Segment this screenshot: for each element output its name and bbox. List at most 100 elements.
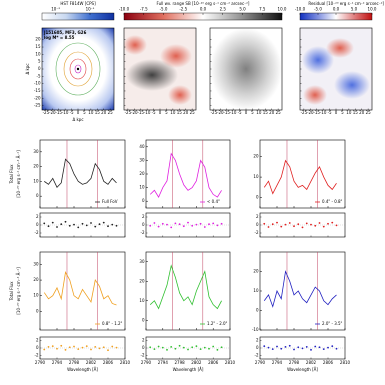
x-tick-label: -5 <box>152 110 156 115</box>
x-tick-label: 20 <box>359 110 365 115</box>
residual-y-tick-label: -2 <box>141 352 145 357</box>
residual-point <box>60 223 63 226</box>
residual-point <box>170 346 173 348</box>
y-tick-label: 15 <box>35 44 41 49</box>
residual-point <box>203 226 206 228</box>
x-tick-label: -10 <box>144 110 151 115</box>
residual-point <box>73 345 75 348</box>
colorbar-tick-label: 10⁻² <box>51 7 60 12</box>
residual-point <box>68 346 71 349</box>
y-tick-label: 10 <box>33 178 39 183</box>
y-tick-label: 40 <box>139 144 145 149</box>
y-tick-label: 10 <box>253 174 259 179</box>
y-axis-label: Total Flux <box>9 281 14 302</box>
residual-y-tick-label: 2 <box>36 338 39 343</box>
x-axis-label: Wavelength [Å] <box>67 367 98 372</box>
residual-point <box>322 225 325 228</box>
residual-point <box>43 348 46 351</box>
residual-point <box>111 223 114 226</box>
residual-point <box>149 224 152 227</box>
residual-point <box>187 348 189 351</box>
x-tick-label: -15 <box>55 110 62 115</box>
x-tick-label: 20 <box>269 110 275 115</box>
x-tick-label: 0 <box>77 110 80 115</box>
residual-point <box>47 225 50 228</box>
residual-point <box>195 223 198 226</box>
residual-point <box>64 348 67 351</box>
residual-point <box>284 346 287 348</box>
residual-point <box>178 344 181 347</box>
residual-point <box>288 222 291 224</box>
x-tick-label: 15 <box>95 110 101 115</box>
colorbar-tick-label: -5.0 <box>160 7 168 12</box>
residual-point <box>170 226 173 229</box>
x-tick-label: 25 <box>366 110 372 115</box>
x-tick-label: -25 <box>211 110 218 115</box>
residual-point <box>314 224 317 227</box>
residual-point <box>318 222 321 224</box>
y-tick-label: 0 <box>142 317 145 322</box>
colorbar-tick-label: -10.0 <box>119 7 130 12</box>
residual-point <box>327 222 329 225</box>
residual-point <box>115 346 118 349</box>
residual-point <box>267 226 270 228</box>
residual-point <box>90 348 92 351</box>
y-axis-label: Δ kpc <box>25 63 30 74</box>
x-tick-label: 10 <box>170 110 176 115</box>
x-tick-label: 2802 <box>191 360 202 365</box>
residual-point <box>203 346 206 349</box>
y-tick-label: 20 <box>139 278 145 283</box>
colorbar-tick-label: 10⁻¹ <box>86 7 95 12</box>
x-tick-label: -20 <box>49 110 56 115</box>
annotation: log M* = 8.55 <box>44 35 75 40</box>
residual-point <box>208 223 210 226</box>
x-tick-label: -25 <box>43 110 50 115</box>
x-tick-label: 2790 <box>141 360 152 365</box>
residual-point <box>335 347 338 350</box>
image-residual <box>300 28 372 110</box>
residual-point <box>153 222 156 224</box>
spectrum <box>263 159 337 195</box>
x-tick-label: 20 <box>183 110 189 115</box>
residual-point <box>56 226 58 228</box>
residual-point <box>335 224 338 227</box>
residual-point <box>81 222 84 225</box>
residual-point <box>85 345 88 348</box>
residual-point <box>208 347 210 350</box>
image-hst <box>42 28 114 110</box>
residual-y-tick-label: 2 <box>256 338 259 343</box>
y-tick-label: -20 <box>34 95 41 100</box>
residual-point <box>199 348 202 350</box>
colorbar-tick-label: 7.5 <box>259 7 266 12</box>
colorbar-tick-label: -2.5 <box>179 7 187 12</box>
residual-point <box>47 346 50 348</box>
x-tick-label: 25 <box>276 110 282 115</box>
x-axis-label: Wavelength [Å] <box>287 367 318 372</box>
residual-point <box>77 226 80 229</box>
x-tick-label: 5 <box>165 110 168 115</box>
residual-point <box>85 224 88 227</box>
colorbar-tick-label: 5.0 <box>239 7 246 12</box>
x-tick-label: 0 <box>159 110 162 115</box>
residual-point <box>263 222 266 225</box>
residual-y-tick-label: 0 <box>142 222 145 227</box>
y-axis-label: [10⁻²⁰ erg s⁻¹ cm⁻² Å⁻¹] <box>16 150 21 198</box>
residual-point <box>276 345 278 348</box>
x-tick-label: -5 <box>328 110 332 115</box>
residual-y-tick-label: -2 <box>255 230 259 235</box>
residual-point <box>293 225 295 228</box>
x-tick-label: -20 <box>307 110 314 115</box>
y-tick-label: 30 <box>33 261 39 266</box>
panel-frame <box>39 139 126 209</box>
y-tick-label: 10 <box>139 185 145 190</box>
residual-point <box>305 346 308 348</box>
y-tick-label: 10 <box>253 288 259 293</box>
residual-point <box>271 223 274 226</box>
panel-frame <box>259 251 346 331</box>
residual-point <box>301 226 304 229</box>
y-tick-label: 0 <box>256 308 259 313</box>
x-tick-label: -5 <box>70 110 74 115</box>
x-tick-label: 2798 <box>69 360 80 365</box>
colorbar-tick-label: 0.0 <box>200 7 207 12</box>
